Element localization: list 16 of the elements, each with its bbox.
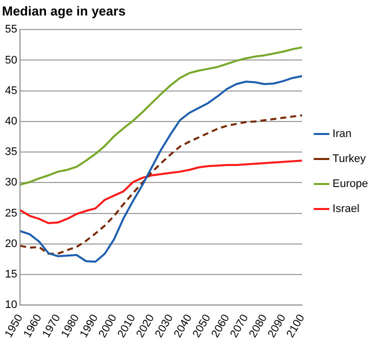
y-tick-label: 30: [4, 176, 18, 189]
y-tick-label: 15: [4, 268, 18, 281]
y-tick-label: 55: [4, 24, 18, 36]
y-tick-label: 35: [4, 146, 18, 158]
y-tick-label: 10: [4, 299, 18, 312]
legend-label: Europe: [332, 178, 368, 190]
y-tick-label: 20: [4, 238, 18, 250]
legend-label: Turkey: [332, 153, 366, 166]
y-tick-label: 50: [4, 54, 18, 66]
y-tick-label: 40: [4, 116, 18, 128]
legend-label: Iran: [332, 128, 352, 140]
y-tick-label: 45: [4, 84, 18, 97]
y-tick-label: 25: [4, 207, 18, 220]
legend-label: Israel: [332, 203, 360, 216]
line-series: [20, 114, 302, 255]
chart-title: Median age in years: [2, 3, 126, 18]
